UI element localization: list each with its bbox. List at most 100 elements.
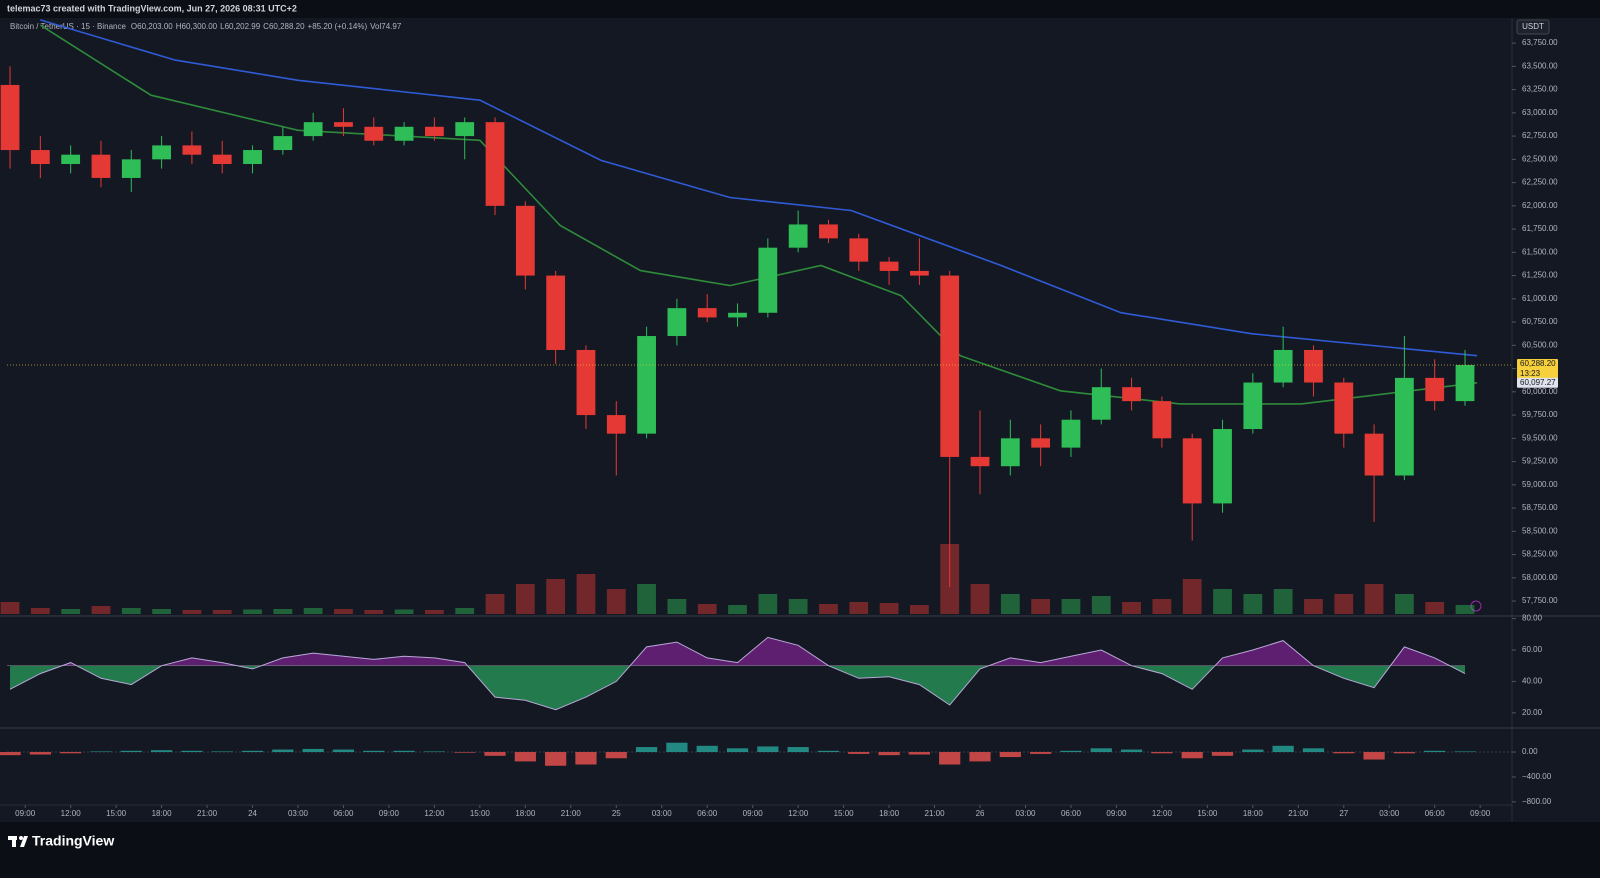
y-tick-label: 20.00 bbox=[1522, 708, 1543, 717]
candle-body bbox=[152, 145, 171, 160]
candle-body bbox=[728, 312, 747, 318]
macd-bar bbox=[0, 752, 21, 756]
symbol: Bitcoin / TetherUS · 15 · Binance bbox=[10, 22, 126, 31]
x-tick-label: 21:00 bbox=[197, 809, 218, 818]
x-tick-label: 15:00 bbox=[1197, 809, 1218, 818]
volume-bar bbox=[394, 609, 414, 614]
macd-bar bbox=[817, 750, 840, 753]
candle-body bbox=[1455, 365, 1475, 402]
macd-bar bbox=[181, 750, 203, 753]
candle-body bbox=[1304, 349, 1323, 383]
volume-bar bbox=[1334, 594, 1354, 614]
macd-bar bbox=[1151, 752, 1173, 754]
volume-bar bbox=[243, 609, 262, 614]
y-tick-label: 62,500.00 bbox=[1522, 154, 1558, 163]
price-tag bbox=[1517, 359, 1558, 380]
y-tick-label: 59,250.00 bbox=[1522, 457, 1558, 466]
volume-bar bbox=[606, 589, 626, 614]
candle-body bbox=[667, 308, 687, 337]
macd-bar bbox=[726, 748, 749, 753]
macd-bar bbox=[29, 752, 51, 755]
candle-body bbox=[30, 150, 50, 164]
candle-body bbox=[940, 275, 960, 457]
y-tick-label: 59,750.00 bbox=[1522, 410, 1558, 419]
volume-bar bbox=[1031, 599, 1051, 614]
candle-body bbox=[1182, 438, 1202, 504]
candle-body bbox=[1334, 382, 1354, 434]
y-tick-label: 0.00 bbox=[1522, 747, 1538, 756]
top-bar bbox=[0, 0, 1600, 18]
volume-bar bbox=[121, 608, 141, 614]
volume-bar bbox=[182, 610, 202, 614]
candle-body bbox=[1000, 438, 1020, 467]
macd-bar bbox=[787, 747, 809, 753]
x-tick-label: 18:00 bbox=[879, 809, 900, 818]
volume-bar bbox=[485, 594, 505, 614]
y-tick-label: 58,500.00 bbox=[1522, 526, 1558, 535]
volume-bar bbox=[0, 602, 20, 614]
candle-body bbox=[0, 84, 20, 151]
candle-body bbox=[455, 122, 475, 137]
macd-bar bbox=[150, 750, 173, 753]
x-tick-label: 09:00 bbox=[1106, 809, 1127, 818]
alert-icon[interactable] bbox=[1470, 600, 1482, 612]
x-tick-label: 24 bbox=[248, 809, 257, 818]
candle-body bbox=[515, 205, 535, 276]
candle-body bbox=[879, 261, 899, 271]
candle-body bbox=[970, 456, 990, 467]
macd-bar bbox=[60, 752, 82, 754]
macd-bar bbox=[999, 752, 1021, 758]
y-tick-label: 61,000.00 bbox=[1522, 294, 1558, 303]
volume-bar bbox=[576, 574, 596, 614]
ohlc-key: L bbox=[220, 22, 225, 31]
candle-body bbox=[849, 238, 869, 262]
x-tick-label: 06:00 bbox=[1061, 809, 1082, 818]
volume-bar bbox=[819, 604, 838, 614]
ohlc-value: 60,300.00 bbox=[182, 22, 218, 31]
macd-bar bbox=[969, 752, 991, 762]
volume-bar bbox=[152, 609, 171, 614]
ohlc-value: 60,203.00 bbox=[137, 22, 173, 31]
macd-bar bbox=[363, 750, 385, 753]
y-tick-label: 62,750.00 bbox=[1522, 131, 1558, 140]
x-tick-label: 12:00 bbox=[788, 809, 809, 818]
volume-bar bbox=[910, 605, 929, 614]
y-tick-label: −400.00 bbox=[1522, 772, 1552, 781]
candle-body bbox=[91, 154, 111, 178]
x-tick-label: 09:00 bbox=[743, 809, 764, 818]
x-tick-label: 03:00 bbox=[652, 809, 673, 818]
candle-body bbox=[1031, 438, 1051, 448]
macd-bar bbox=[757, 746, 779, 753]
y-tick-label: 58,250.00 bbox=[1522, 550, 1558, 559]
candle-body bbox=[1394, 377, 1414, 476]
volume-bar bbox=[273, 609, 293, 614]
candle-body bbox=[1273, 349, 1293, 383]
x-tick-label: 09:00 bbox=[1470, 809, 1491, 818]
macd-bar bbox=[1454, 751, 1476, 753]
macd-bar bbox=[1363, 752, 1385, 760]
y-tick-label: 62,250.00 bbox=[1522, 178, 1558, 187]
macd-bar bbox=[120, 750, 142, 753]
brand-logo bbox=[8, 836, 28, 847]
y-tick-label: 61,250.00 bbox=[1522, 271, 1558, 280]
currency-box[interactable] bbox=[1516, 19, 1550, 35]
candle-body bbox=[576, 349, 596, 416]
volume-bar bbox=[667, 599, 687, 614]
candle-body bbox=[1364, 433, 1384, 476]
macd-bar bbox=[484, 752, 506, 756]
macd-bar bbox=[635, 747, 658, 753]
x-tick-label: 09:00 bbox=[379, 809, 400, 818]
y-tick-label: 57,750.00 bbox=[1522, 596, 1558, 605]
ohlc-key: H bbox=[176, 22, 182, 31]
x-tick-label: 26 bbox=[976, 809, 985, 818]
legend: Bitcoin / TetherUS · 15 · Binance O 60,203… bbox=[10, 22, 402, 31]
y-tick-label: 40.00 bbox=[1522, 677, 1543, 686]
candle-body bbox=[1122, 387, 1141, 402]
y-tick-label: 60,750.00 bbox=[1522, 317, 1558, 326]
macd-bar bbox=[393, 750, 415, 753]
volume-bar bbox=[1061, 599, 1081, 614]
volume-bar bbox=[637, 584, 656, 614]
candle-body bbox=[121, 159, 141, 178]
candle-body bbox=[1213, 429, 1232, 504]
candle-body bbox=[1061, 419, 1081, 448]
